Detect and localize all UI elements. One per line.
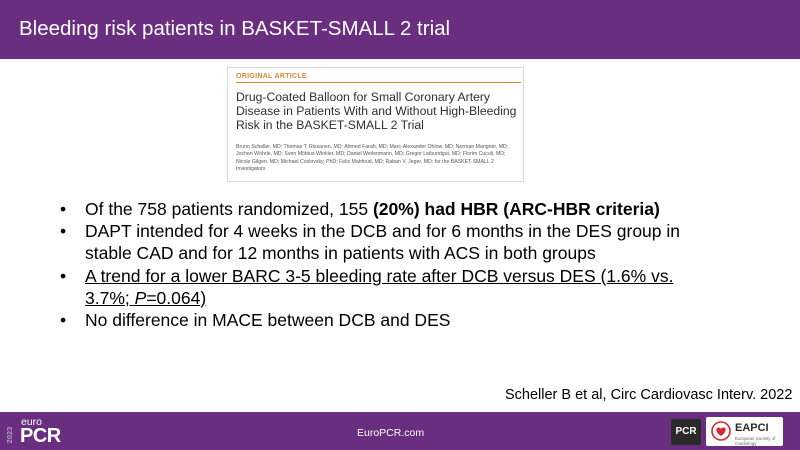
eapci-subtitle: European Society of Cardiology [735,436,776,446]
eapci-logo: EAPCI European Society of Cardiology [706,417,783,446]
bullet-bold-text: (20%) had HBR (ARC-HBR criteria) [372,199,660,219]
bullet-marker: • [60,310,67,331]
p-value: =0.064) [146,287,207,308]
footer-year: 2023 [5,426,14,444]
bullet-marker: • [60,265,67,286]
bullet-marker: • [60,199,67,219]
bullet-list: • Of the 758 patients randomized, 155 (2… [60,198,710,331]
citation: Scheller B et al, Circ Cardiovasc Interv… [505,387,793,403]
bullet-text: Of the 758 patients randomized, 155 [85,199,373,219]
footer-url[interactable]: EuroPCR.com [357,427,425,439]
p-value-label: P [134,287,147,308]
slide-footer: 2023 euro PCR EuroPCR.com PCR EAPCI Euro… [0,412,800,450]
bullet-item: • DAPT intended for 4 weeks in the DCB a… [60,220,710,264]
article-thumbnail: ORIGINAL ARTICLE Drug-Coated Balloon for… [227,67,524,182]
bullet-item: • No difference in MACE between DCB and … [60,309,710,331]
article-title: Drug-Coated Balloon for Small Coronary A… [236,90,517,132]
bullet-marker: • [60,221,67,242]
article-authors: Bruno Scheller, MD; Thomas T. Rissanen, … [236,144,509,173]
article-type-label: ORIGINAL ARTICLE [236,73,307,80]
bullet-text: No difference in MACE between DCB and DE… [85,310,451,331]
eapci-label: EAPCI [735,422,769,434]
bullet-text: A trend for a lower BARC 3-5 bleeding ra… [85,265,674,308]
bullet-item: • A trend for a lower BARC 3-5 bleeding … [60,265,710,309]
article-divider [236,82,521,83]
slide-header: Bleeding risk patients in BASKET-SMALL 2… [0,0,800,59]
europcr-logo-top: euro [21,416,43,428]
eapci-heart-icon [711,421,731,441]
europcr-logo-main: PCR [20,425,61,447]
bullet-underlined-text: A trend for a lower BARC 3-5 bleeding ra… [85,266,673,308]
slide-title: Bleeding risk patients in BASKET-SMALL 2… [19,17,451,40]
pcr-logo-badge: PCR [671,419,701,445]
bullet-item: • Of the 758 patients randomized, 155 (2… [60,198,710,220]
bullet-text: DAPT intended for 4 weeks in the DCB and… [85,221,680,264]
